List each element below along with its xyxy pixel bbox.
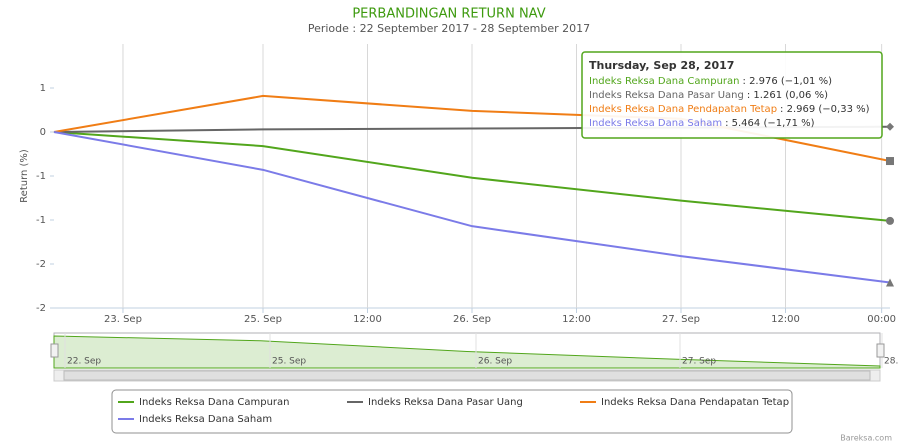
tooltip-row: Indeks Reksa Dana Saham: 5.464 (−1,71 %) (589, 118, 815, 129)
marker (886, 278, 894, 287)
x-tick-label: 26. Sep (453, 314, 491, 325)
legend-item[interactable]: Indeks Reksa Dana Saham (118, 414, 272, 425)
credit: Bareksa.com (840, 434, 892, 443)
marker (886, 157, 894, 166)
tooltip-row: Indeks Reksa Dana Pasar Uang: 1.261 (0,0… (589, 90, 828, 101)
navigator-label: 26. Sep (478, 357, 512, 367)
y-tick-label: -2 (36, 259, 46, 270)
navigator-label: 28. (884, 357, 898, 367)
marker (886, 216, 894, 225)
x-tick-label: 12:00 (771, 314, 800, 325)
legend-label: Indeks Reksa Dana Saham (139, 414, 272, 425)
legend-box (111, 389, 793, 434)
x-tick-label: 25. Sep (244, 314, 282, 325)
tooltip: Thursday, Sep 28, 2017 Indeks Reksa Dana … (581, 51, 883, 139)
tooltip-series-name: Indeks Reksa Dana Pasar Uang (589, 90, 744, 101)
legend-label: Indeks Reksa Dana Pendapatan Tetap (601, 397, 789, 408)
scrollbar-thumb[interactable] (63, 370, 871, 381)
legend-item[interactable]: Indeks Reksa Dana Pendapatan Tetap (580, 397, 789, 408)
tooltip-value: : 5.464 (−1,71 %) (725, 118, 815, 129)
y-tick-label: -2 (36, 303, 46, 314)
navigator-label: 25. Sep (272, 357, 306, 367)
tooltip-value: : 1.261 (0,06 %) (747, 90, 828, 101)
tooltip-value: : 2.976 (−1,01 %) (743, 76, 833, 87)
x-tick-label: 12:00 (353, 314, 382, 325)
y-tick-label: -1 (36, 171, 46, 182)
legend-item[interactable]: Indeks Reksa Dana Pasar Uang (347, 397, 523, 408)
tooltip-series-name: Indeks Reksa Dana Pendapatan Tetap (589, 104, 777, 115)
chart-title: PERBANDINGAN RETURN NAV (352, 7, 545, 22)
series-line (53, 131, 891, 222)
navigator-handle[interactable] (50, 343, 59, 358)
tooltip-series-name: Indeks Reksa Dana Campuran (589, 76, 740, 87)
legend-label: Indeks Reksa Dana Pasar Uang (368, 397, 523, 408)
x-tick-label: 12:00 (562, 314, 591, 325)
x-tick-label: 00:00 (867, 314, 896, 325)
marker (886, 122, 894, 131)
chart-subtitle: Periode : 22 September 2017 - 28 Septemb… (308, 22, 590, 35)
y-tick-label: 1 (40, 83, 46, 94)
legend-item[interactable]: Indeks Reksa Dana Campuran (118, 397, 290, 408)
y-axis-title: Return (%) (19, 149, 30, 203)
y-tick-label: -1 (36, 215, 46, 226)
navigator-label: 22. Sep (67, 357, 101, 367)
tooltip-box (581, 51, 883, 139)
tooltip-row: Indeks Reksa Dana Pendapatan Tetap: 2.96… (589, 104, 870, 115)
navigator-area (53, 335, 881, 369)
legend-label: Indeks Reksa Dana Campuran (139, 397, 290, 408)
tooltip-series-name: Indeks Reksa Dana Saham (589, 118, 722, 129)
x-tick-label: 27. Sep (662, 314, 700, 325)
tooltip-row: Indeks Reksa Dana Campuran: 2.976 (−1,01… (589, 76, 832, 87)
navigator-handle[interactable] (876, 343, 885, 358)
tooltip-date: Thursday, Sep 28, 2017 (589, 59, 734, 72)
navigator-label: 27. Sep (682, 357, 716, 367)
tooltip-value: : 2.969 (−0,33 %) (780, 104, 870, 115)
series-line (53, 131, 891, 284)
x-tick-label: 23. Sep (104, 314, 142, 325)
y-tick-label: 0 (40, 127, 46, 138)
